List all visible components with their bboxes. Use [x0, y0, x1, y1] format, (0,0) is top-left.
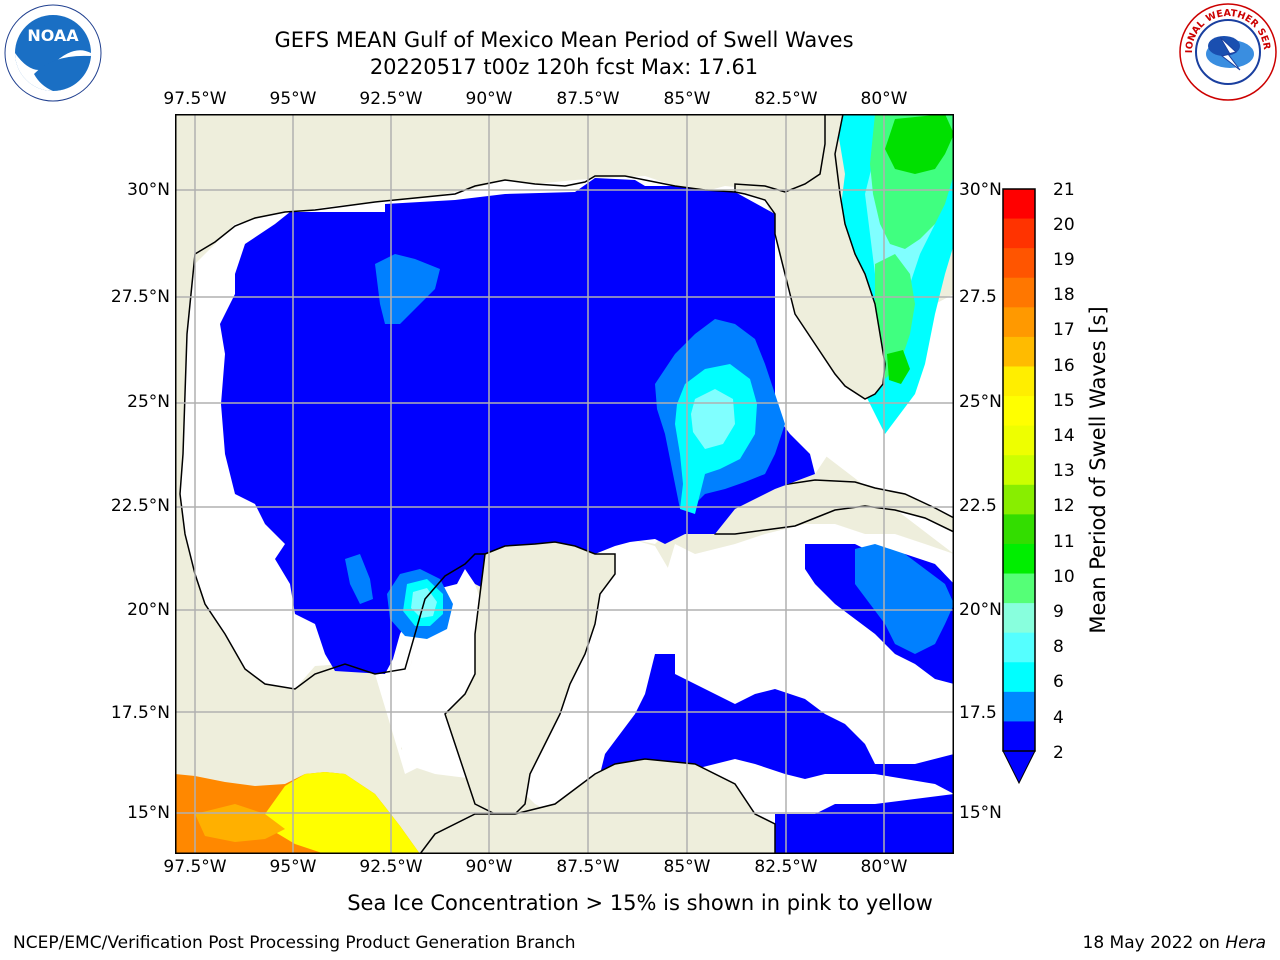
swell-2-4-region [220, 178, 954, 854]
swell-10-11-region [885, 114, 954, 384]
colorbar-segment [1003, 691, 1035, 722]
lat-tick-right: 20°N [959, 600, 1002, 620]
lon-tick-bottom: 87.5°W [556, 857, 620, 877]
lon-tick-bottom: 92.5°W [359, 857, 423, 877]
colorbar-tick: 21 [1053, 180, 1075, 200]
colorbar-segment [1003, 632, 1035, 663]
colorbar-segment [1003, 455, 1035, 486]
mexico-coast [179, 175, 736, 690]
colorbar-segment [1003, 189, 1035, 220]
lat-tick-left: 25°N [127, 392, 170, 412]
lat-tick-left: 30°N [127, 180, 170, 200]
colorbar-border [1002, 188, 1036, 752]
lon-tick-top: 82.5°W [754, 89, 818, 109]
lon-tick-top: 97.5°W [163, 89, 227, 109]
footer-host: Hera [1225, 933, 1266, 953]
colorbar-tick: 17 [1053, 320, 1075, 340]
lon-tick-bottom: 95°W [269, 857, 317, 877]
colorbar-segment [1003, 307, 1035, 338]
chart-title-line2: 20220517 t00z 120h fcst Max: 17.61 [369, 55, 759, 79]
colorbar-segment [1003, 366, 1035, 397]
lon-tick-top: 92.5°W [359, 89, 423, 109]
colorbar-segment [1003, 396, 1035, 427]
colorbar-tick: 2 [1053, 743, 1064, 763]
colorbar-segment [1003, 248, 1035, 279]
colorbar-tick: 12 [1053, 496, 1075, 516]
colorbar-segment [1003, 662, 1035, 693]
colorbar-segment [1003, 573, 1035, 604]
colorbar-segment [1003, 543, 1035, 575]
lat-tick-left: 22.5°N [110, 496, 170, 516]
colorbar-tick: 16 [1053, 356, 1075, 376]
lat-tick-left: 17.5°N [110, 703, 170, 723]
colorbar-segment [1003, 484, 1035, 515]
swell-period-map [175, 114, 954, 854]
lon-tick-bottom: 85°W [663, 857, 711, 877]
colorbar-tick: 4 [1053, 708, 1064, 728]
lat-tick-right: 17.5 [959, 703, 997, 723]
lat-tick-right: 15°N [959, 803, 1002, 823]
colorbar-segment [1003, 336, 1035, 367]
map-grid [175, 114, 954, 854]
colorbar [1002, 188, 1036, 785]
lon-tick-bottom: 80°W [860, 857, 908, 877]
footer-date-host: 18 May 2022 on Hera [1083, 933, 1267, 953]
map-border [175, 114, 954, 854]
florida-land [734, 114, 886, 400]
nws-logo: NATIONAL WEATHER SERVICE [1174, 0, 1278, 102]
lon-tick-top: 90°W [465, 89, 513, 109]
chart-title-line1: GEFS MEAN Gulf of Mexico Mean Period of … [274, 28, 854, 52]
lon-tick-top: 80°W [860, 89, 908, 109]
colorbar-tick: 6 [1053, 672, 1064, 692]
colorbar-segment [1003, 603, 1035, 634]
lon-tick-bottom: 90°W [465, 857, 513, 877]
colorbar-tick: 9 [1053, 602, 1064, 622]
colorbar-tick: 15 [1053, 391, 1075, 411]
colorbar-label: Mean Period of Swell Waves [s] [1086, 306, 1110, 634]
lat-tick-left: 27.5°N [110, 287, 170, 307]
colorbar-segment [1003, 425, 1035, 456]
colorbar-tick: 20 [1053, 215, 1075, 235]
colorbar-segment [1003, 277, 1035, 308]
noaa-logo: NOAA [4, 4, 102, 102]
lon-tick-top: 87.5°W [556, 89, 620, 109]
lon-tick-top: 85°W [663, 89, 711, 109]
colorbar-tick: 8 [1053, 637, 1064, 657]
footer-date: 18 May 2022 on [1082, 933, 1226, 953]
colorbar-tick: 10 [1053, 567, 1075, 587]
lon-tick-bottom: 82.5°W [754, 857, 818, 877]
lat-tick-right: 22.5 [959, 496, 997, 516]
colorbar-extend-arrow [1002, 750, 1036, 785]
lon-tick-bottom: 97.5°W [163, 857, 227, 877]
lon-tick-top: 95°W [269, 89, 317, 109]
lat-tick-left: 20°N [127, 600, 170, 620]
lat-tick-left: 15°N [127, 803, 170, 823]
colorbar-tick: 14 [1053, 426, 1075, 446]
colorbar-tick: 11 [1053, 532, 1075, 552]
colorbar-segments [1003, 189, 1035, 752]
lat-tick-right: 30°N [959, 180, 1002, 200]
colorbar-segment [1003, 218, 1035, 249]
colorbar-segment [1003, 514, 1035, 545]
colorbar-tick: 13 [1053, 461, 1075, 481]
sea-ice-caption: Sea Ice Concentration > 15% is shown in … [347, 891, 933, 915]
colorbar-tick: 18 [1053, 285, 1075, 305]
colorbar-segment [1003, 721, 1035, 752]
lat-tick-right: 27.5 [959, 287, 997, 307]
noaa-logo-text: NOAA [27, 26, 79, 45]
colorbar-tick: 19 [1053, 250, 1075, 270]
footer-producer: NCEP/EMC/Verification Post Processing Pr… [13, 933, 576, 953]
lat-tick-right: 25°N [959, 392, 1002, 412]
